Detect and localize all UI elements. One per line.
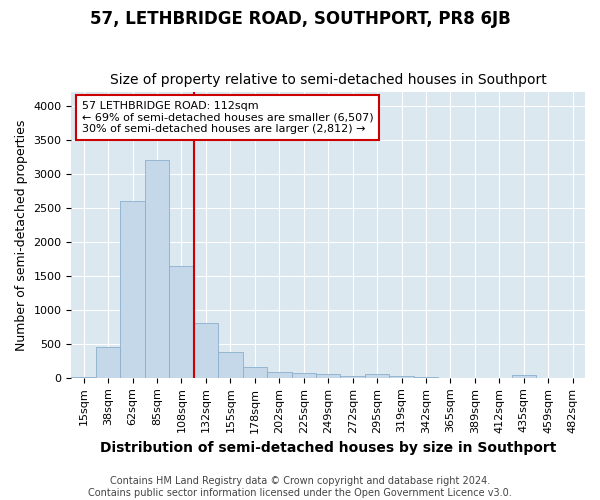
Bar [292, 374, 316, 378]
Bar [512, 375, 536, 378]
Bar [218, 352, 242, 378]
Bar [169, 266, 194, 378]
Bar [145, 160, 169, 378]
Text: 57 LETHBRIDGE ROAD: 112sqm
← 69% of semi-detached houses are smaller (6,507)
30%: 57 LETHBRIDGE ROAD: 112sqm ← 69% of semi… [82, 101, 373, 134]
Y-axis label: Number of semi-detached properties: Number of semi-detached properties [15, 120, 28, 351]
Bar [316, 374, 340, 378]
X-axis label: Distribution of semi-detached houses by size in Southport: Distribution of semi-detached houses by … [100, 441, 556, 455]
Bar [389, 376, 414, 378]
Bar [194, 324, 218, 378]
Bar [365, 374, 389, 378]
Bar [267, 372, 292, 378]
Bar [96, 346, 121, 378]
Bar [71, 377, 96, 378]
Text: 57, LETHBRIDGE ROAD, SOUTHPORT, PR8 6JB: 57, LETHBRIDGE ROAD, SOUTHPORT, PR8 6JB [89, 10, 511, 28]
Bar [242, 368, 267, 378]
Bar [340, 376, 365, 378]
Title: Size of property relative to semi-detached houses in Southport: Size of property relative to semi-detach… [110, 73, 547, 87]
Bar [121, 201, 145, 378]
Text: Contains HM Land Registry data © Crown copyright and database right 2024.
Contai: Contains HM Land Registry data © Crown c… [88, 476, 512, 498]
